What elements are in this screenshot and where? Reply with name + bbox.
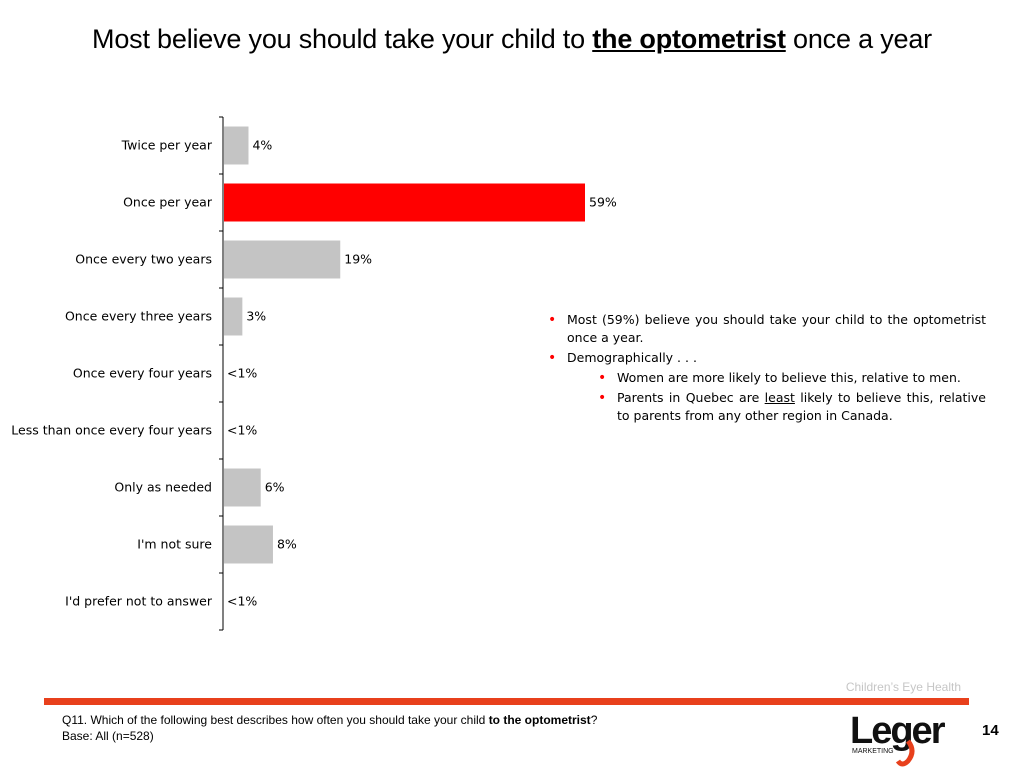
bar-1 — [224, 183, 585, 222]
bar-3 — [224, 297, 243, 336]
category-label: Once every two years — [75, 252, 212, 267]
bullet-3-text: Women are more likely to believe this, r… — [617, 370, 961, 385]
data-label: 3% — [246, 309, 266, 324]
data-label: <1% — [227, 366, 257, 381]
data-label: <1% — [227, 594, 257, 609]
page-title: Most believe you should take your child … — [0, 24, 1024, 55]
bullet-4-post: likely to believe this, relative to pare… — [617, 390, 986, 423]
question-post: ? — [590, 713, 598, 727]
category-label: I'm not sure — [137, 537, 212, 552]
bar-6 — [224, 468, 261, 507]
title-emphasis: the optometrist — [592, 24, 786, 54]
data-label: <1% — [227, 423, 257, 438]
logo-subtitle: MARKETING — [852, 748, 894, 755]
bullet-2-sub-1: • Women are more likely to believe this, … — [598, 369, 986, 387]
bar-chart: Twice per year 4% Once per year 59% Once eve… — [11, 116, 617, 631]
data-label: 19% — [344, 252, 372, 267]
category-label: Once per year — [123, 195, 213, 210]
bullet-2: • Demographically . . . — [548, 349, 986, 367]
bar-2 — [224, 240, 341, 279]
category-label: Twice per year — [121, 138, 213, 153]
base-note: Base: All (n=528) — [62, 729, 154, 743]
question-text: Q11. Which of the following best describ… — [62, 712, 597, 744]
bullet-1: • Most (59%) believe you should take your… — [548, 311, 986, 347]
data-label: 8% — [277, 537, 297, 552]
bar-7 — [224, 525, 273, 564]
bullet-1-text: Most (59%) believe you should take your … — [567, 312, 986, 345]
question-line: Q11. Which of the following best describ… — [62, 712, 597, 728]
question-bold: to the optometrist — [488, 713, 591, 727]
page-number: 14 — [982, 722, 999, 739]
bullet-dot-icon: • — [548, 350, 557, 366]
title-prefix: Most believe you should take your child … — [92, 24, 593, 54]
logo-swoosh-icon — [895, 739, 915, 767]
bullet-dot-icon: • — [598, 370, 607, 386]
bullet-2-text: Demographically . . . — [567, 350, 697, 365]
study-name: Children’s Eye Health — [845, 680, 961, 694]
data-label: 4% — [252, 138, 272, 153]
category-label: Only as needed — [114, 480, 212, 495]
category-label: Less than once every four years — [11, 423, 212, 438]
leger-logo: Leger MARKETING — [850, 710, 948, 767]
bullet-dot-icon: • — [548, 312, 557, 328]
category-label: Once every three years — [65, 309, 212, 324]
bullet-2-sub-2: • Parents in Quebec are least likely to b… — [598, 389, 986, 425]
question-pre: Q11. Which of the following best describ… — [62, 713, 489, 727]
bar-0 — [224, 126, 249, 165]
category-label: I'd prefer not to answer — [65, 594, 213, 609]
title-suffix: once a year — [785, 24, 932, 54]
data-label: 59% — [589, 195, 617, 210]
logo-wordmark: Leger — [850, 710, 946, 752]
key-findings: • Most (59%) believe you should take your… — [548, 311, 986, 427]
bullet-4-underline: least — [764, 390, 795, 405]
footer-rule — [44, 698, 969, 705]
bullet-4-pre: Parents in Quebec are — [617, 390, 765, 405]
data-label: 6% — [265, 480, 285, 495]
bullet-dot-icon: • — [598, 390, 607, 406]
category-label: Once every four years — [73, 366, 212, 381]
